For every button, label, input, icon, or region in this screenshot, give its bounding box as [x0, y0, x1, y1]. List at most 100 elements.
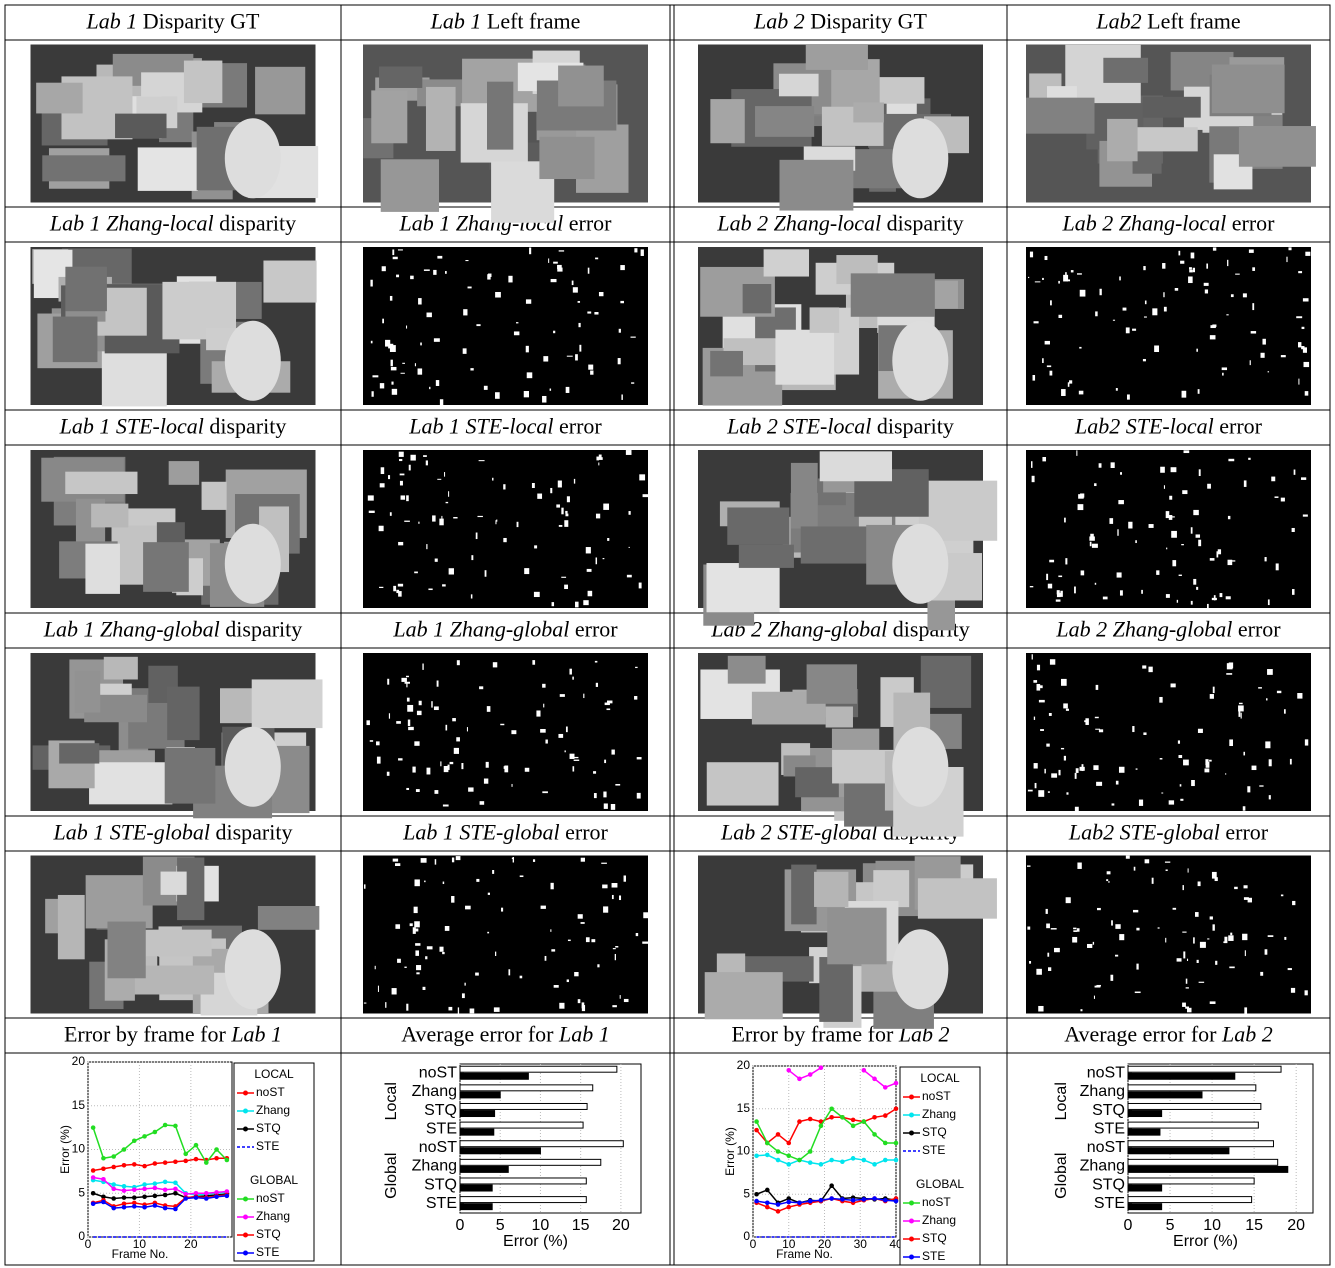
- image-speck: [1066, 897, 1071, 903]
- legend-label: Zhang: [922, 1213, 956, 1227]
- bar: [460, 1141, 623, 1147]
- image-speck: [1046, 744, 1049, 747]
- image-speck: [1027, 865, 1030, 866]
- image-speck: [1152, 878, 1154, 884]
- image-speck: [414, 921, 420, 927]
- image-speck: [1096, 685, 1099, 690]
- caption: Average error for Lab 1: [401, 1022, 610, 1047]
- image-speck: [1210, 558, 1215, 561]
- image-speck: [423, 987, 426, 990]
- image-speck: [486, 762, 489, 768]
- legend-marker: [909, 1095, 914, 1100]
- legend-label: noST: [256, 1085, 285, 1099]
- image-speck: [495, 292, 501, 298]
- image-speck: [396, 275, 399, 278]
- image-speck: [561, 577, 566, 578]
- image-speck: [1198, 881, 1201, 886]
- image-speck: [1178, 740, 1180, 743]
- image-speck: [1288, 968, 1292, 970]
- image-speck: [634, 248, 637, 252]
- image-region: [255, 67, 305, 115]
- data-point: [153, 1186, 158, 1191]
- bar: [460, 1148, 540, 1154]
- image-speck: [587, 569, 592, 572]
- data-point: [142, 1187, 147, 1192]
- image-speck: [487, 274, 490, 279]
- image-region: [780, 160, 854, 211]
- image-speck: [637, 793, 641, 799]
- image-region: [820, 451, 892, 481]
- image-speck: [564, 585, 568, 589]
- data-point: [142, 1194, 147, 1199]
- legend-marker: [243, 1251, 248, 1256]
- image-speck: [550, 488, 552, 493]
- image-region: [86, 875, 153, 928]
- image-speck: [1169, 496, 1172, 500]
- image-speck: [1179, 575, 1182, 576]
- image-speck: [1079, 391, 1084, 395]
- data-point: [829, 1106, 834, 1111]
- bar: [1128, 1204, 1162, 1210]
- data-point: [851, 1118, 856, 1123]
- image-speck: [1243, 806, 1246, 810]
- image-speck: [573, 766, 575, 771]
- image-speck: [492, 870, 494, 874]
- image-speck: [573, 757, 578, 758]
- caption: Lab 1 STE-global disparity: [53, 820, 293, 845]
- image-speck: [1164, 307, 1167, 312]
- image-speck: [575, 602, 579, 608]
- data-point: [776, 1202, 781, 1207]
- data-point: [808, 1160, 813, 1165]
- image-speck: [495, 392, 500, 399]
- image-speck: [603, 504, 609, 510]
- data-point: [142, 1182, 147, 1187]
- image-region: [1143, 97, 1201, 118]
- image-speck: [407, 698, 410, 702]
- image-speck: [476, 324, 480, 326]
- image-speck: [595, 661, 597, 663]
- image-speck: [398, 584, 403, 587]
- image-speck: [1207, 484, 1211, 489]
- image-speck: [631, 382, 634, 383]
- image-speck: [443, 882, 445, 884]
- image-speck: [619, 895, 621, 900]
- image-speck: [1215, 961, 1217, 965]
- image-speck: [1228, 459, 1234, 461]
- data-point: [883, 1113, 888, 1118]
- group-label: Global: [383, 1153, 400, 1199]
- image-speck: [368, 495, 374, 500]
- image-speck: [392, 389, 397, 395]
- image-speck: [1035, 783, 1037, 788]
- image-speck: [545, 956, 547, 961]
- caption-part: Lab 2 Zhang-global: [1055, 617, 1232, 642]
- data-point: [132, 1138, 137, 1143]
- image-speck: [1068, 382, 1070, 387]
- image-speck: [404, 967, 406, 968]
- image-speck: [524, 391, 529, 397]
- data-point: [776, 1149, 781, 1154]
- image-speck: [1163, 292, 1164, 297]
- data-point: [173, 1187, 178, 1192]
- image-speck: [1123, 308, 1127, 311]
- image-speck: [377, 757, 381, 764]
- x-tick-label: 20: [1287, 1217, 1305, 1234]
- image-region: [710, 99, 744, 143]
- image-speck: [440, 761, 441, 766]
- image-speck: [457, 660, 460, 665]
- image-speck: [1180, 799, 1183, 801]
- image-speck: [1305, 391, 1309, 396]
- image-speck: [1193, 268, 1195, 272]
- image-speck: [488, 893, 490, 895]
- image-speck: [607, 538, 609, 541]
- image-speck: [529, 248, 531, 255]
- bar: [1128, 1148, 1229, 1154]
- image-speck: [572, 677, 574, 680]
- image-speck: [435, 559, 438, 562]
- image-speck: [1158, 927, 1160, 928]
- image-speck: [636, 933, 638, 936]
- caption-part: Lab2 STE-global: [1068, 820, 1220, 845]
- legend-marker: [909, 1255, 914, 1260]
- image-speck: [1269, 759, 1272, 766]
- y-tick-label: Zhang: [412, 1158, 457, 1175]
- image-background: [363, 247, 648, 405]
